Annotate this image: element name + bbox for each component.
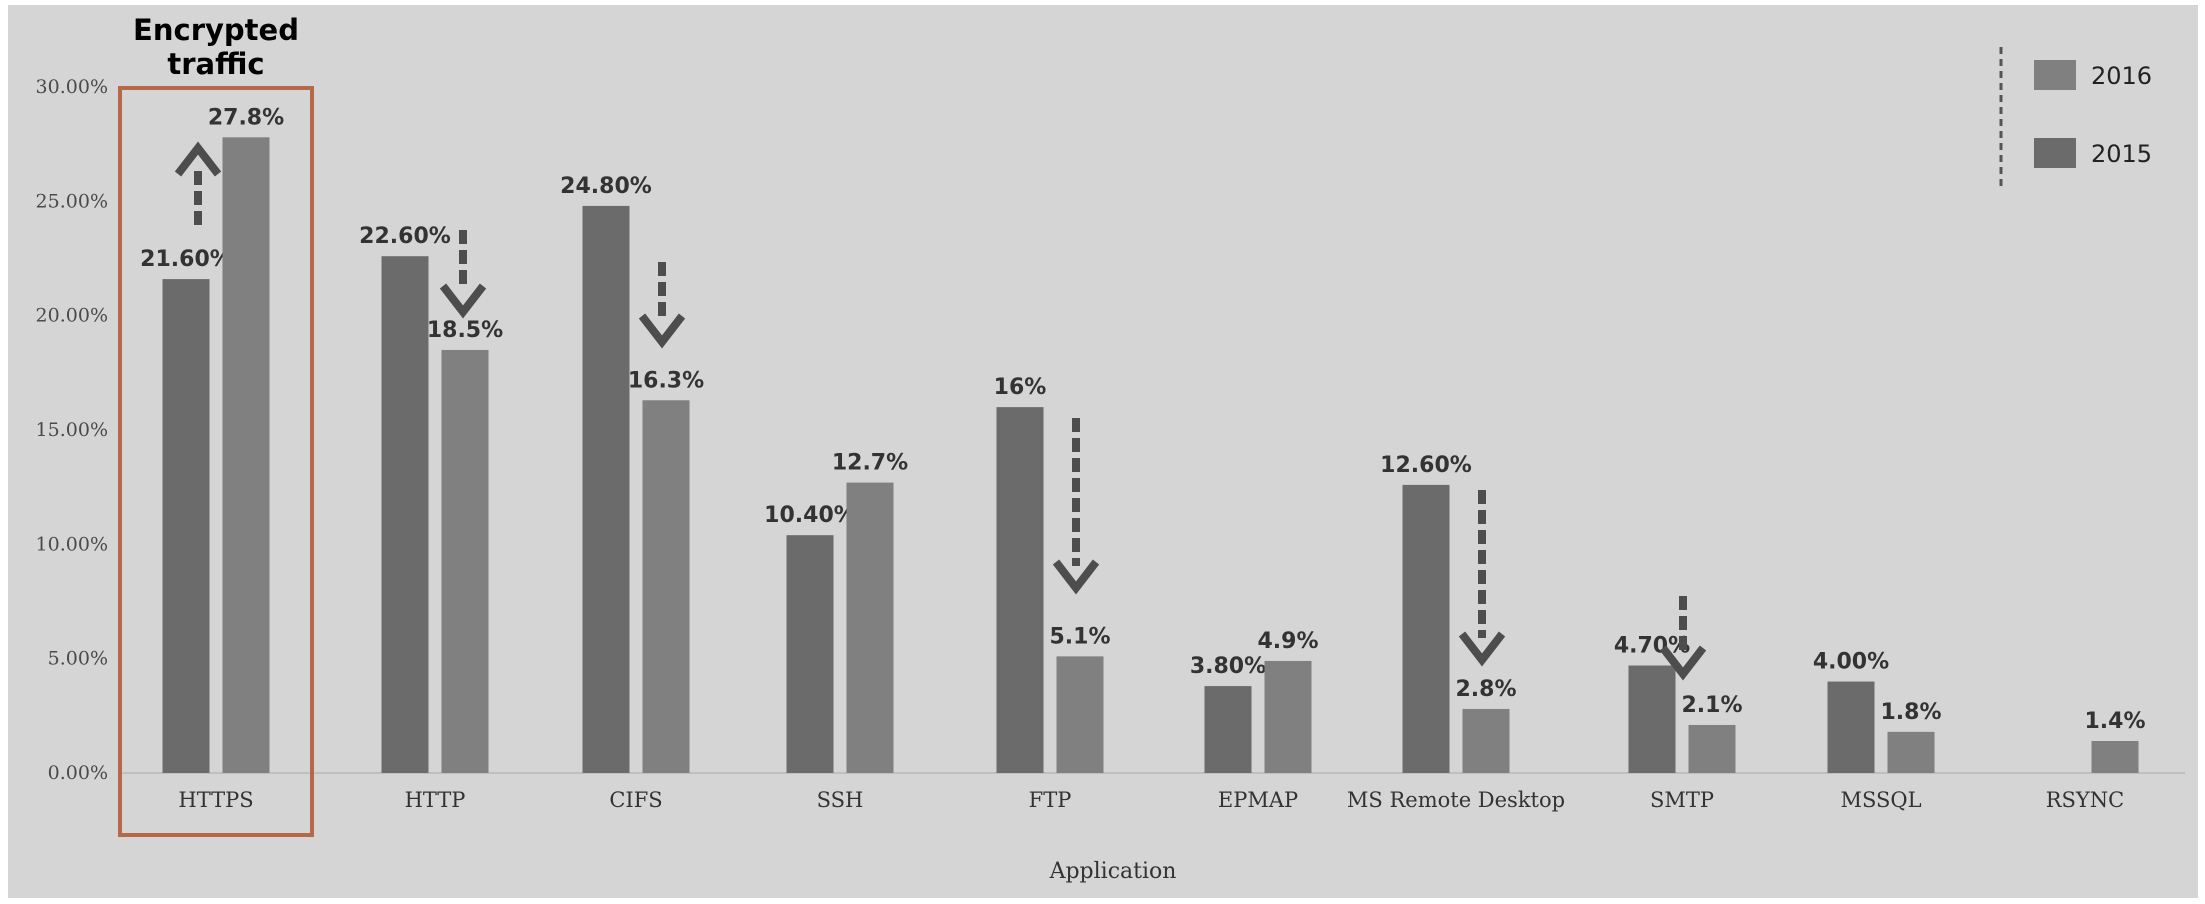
y-tick-label: 15.00% [36,419,108,441]
bar-2016 [222,137,270,774]
x-tick-label: CIFS [609,788,662,812]
bar-2016 [642,400,690,773]
y-tick-label: 10.00% [36,533,108,555]
highlight-title: traffic [167,47,264,81]
y-tick-label: 5.00% [48,648,108,670]
y-tick-label: 0.00% [48,762,108,784]
bar-2016 [846,482,894,773]
arrow-down-icon [638,313,686,349]
data-label-2015: 12.60% [1380,453,1472,478]
data-label-2015: 4.00% [1813,650,1889,675]
x-tick-label: SSH [817,788,864,812]
bar-2015 [1402,484,1450,773]
bar-2016 [1688,724,1736,773]
bar-2015 [1827,681,1875,773]
bar-2015 [582,205,630,773]
data-label-2015: 16% [994,375,1047,400]
data-label-2016: 4.9% [1257,629,1318,654]
data-label-2015: 22.60% [359,224,451,249]
data-label-2015: 24.80% [560,174,652,199]
data-label-2016: 2.8% [1455,677,1516,702]
bar-2015 [1628,665,1676,773]
arrow-down-icon [1052,559,1100,595]
y-tick-label: 30.00% [36,76,108,98]
data-label-2016: 18.5% [427,318,503,343]
data-label-2015: 10.40% [764,503,856,528]
data-label-2016: 27.8% [208,105,284,130]
data-label-2016: 16.3% [628,368,704,393]
legend-label: 2015 [2091,140,2152,168]
bar-2016 [1887,731,1935,773]
x-tick-label: EPMAP [1218,788,1298,812]
bar-2016 [1462,708,1510,773]
y-tick-label: 20.00% [36,305,108,327]
legend-swatch [2034,138,2076,168]
arrow-up-icon [174,141,222,177]
bar-2015 [786,535,834,773]
data-label-2015: 21.60% [140,247,232,272]
data-label-2015: 3.80% [1190,654,1266,679]
bar-2016 [441,349,489,773]
x-tick-label: MS Remote Desktop [1347,788,1565,812]
legend-label: 2016 [2091,62,2152,90]
data-label-2016: 5.1% [1049,624,1110,649]
data-label-2016: 2.1% [1681,693,1742,718]
data-label-2016: 12.7% [832,451,908,476]
data-label-2016: 1.4% [2084,709,2145,734]
y-tick-label: 25.00% [36,190,108,212]
bar-2015 [381,256,429,773]
x-tick-label: HTTP [405,788,466,812]
x-tick-label: MSSQL [1840,788,1921,812]
x-tick-label: SMTP [1650,788,1714,812]
data-label-2015: 4.70% [1614,634,1690,659]
highlight-title: Encrypted [133,13,299,47]
arrow-down-icon [1458,631,1506,667]
bar-2015 [1204,686,1252,773]
arrow-down-icon [439,283,487,319]
bar-2016 [1056,656,1104,773]
bar-2015 [996,407,1044,773]
highlight-box [118,86,314,837]
x-tick-label: RSYNC [2046,788,2125,812]
x-tick-label: HTTPS [178,788,253,812]
x-axis-title: Application [1049,859,1177,884]
legend-swatch [2034,60,2076,90]
arrow-down-icon [1659,645,1707,681]
bar-2016 [2091,740,2139,773]
data-label-2016: 1.8% [1880,700,1941,725]
bar-2016 [1264,660,1312,773]
bar-2015 [162,279,210,773]
x-tick-label: FTP [1029,788,1072,812]
